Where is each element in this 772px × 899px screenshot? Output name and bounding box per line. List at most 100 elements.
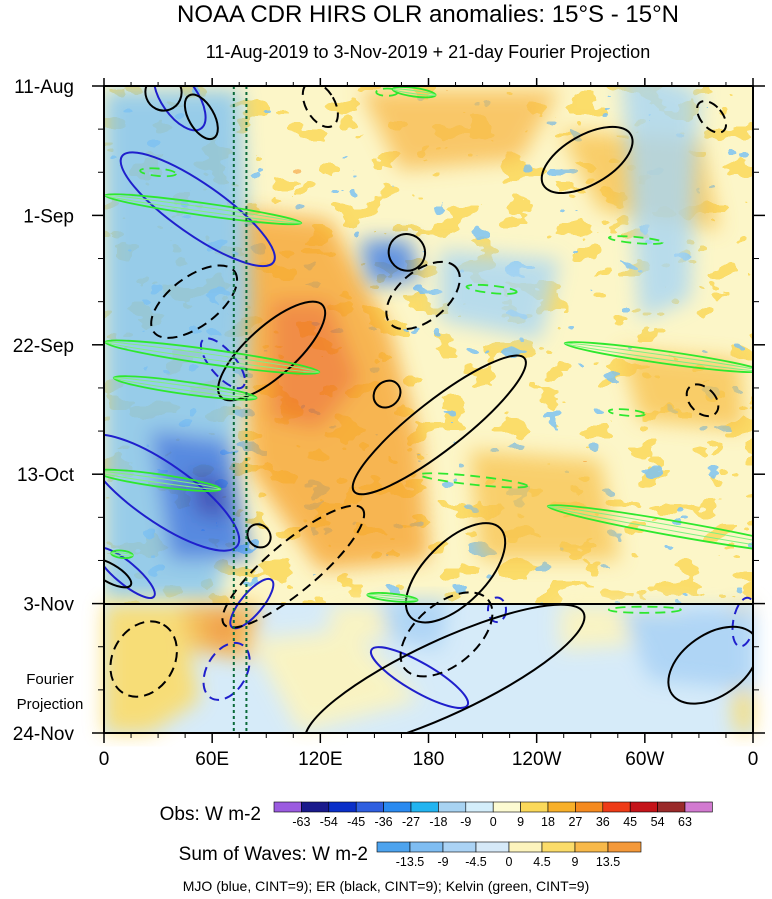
er-contour (150, 264, 239, 339)
er-contour (246, 523, 272, 549)
colorbar-tick-label: -9 (460, 815, 471, 829)
er-contour (385, 260, 461, 331)
kelvin-contour (607, 235, 664, 245)
y-tick-label: 1-Sep (23, 206, 74, 227)
colorbar-tick-label: 36 (596, 815, 610, 829)
colorbar-tick-label: -63 (292, 815, 310, 829)
colorbar-box (383, 801, 412, 813)
x-tick-label: 60E (195, 749, 229, 770)
kelvin-contour-inner (104, 470, 222, 490)
er-contour (372, 379, 402, 409)
y-tick-label: 3-Nov (23, 595, 74, 616)
colorbar-box (541, 841, 576, 853)
colorbar-tick-label: -45 (347, 815, 365, 829)
colorbar-tick-label: -54 (320, 815, 338, 829)
colorbar-box (409, 841, 444, 853)
x-tick-label: 120W (512, 749, 562, 770)
er-contour (399, 591, 494, 678)
y-tick-label: 22-Sep (13, 336, 74, 357)
colorbar-tick-label: 9 (517, 815, 524, 829)
y-tick-label: 24-Nov (13, 724, 75, 745)
kelvin-contour (465, 283, 518, 295)
colorbar-box (602, 801, 631, 813)
colorbar-box (684, 801, 713, 813)
x-tick-label: 180 (413, 749, 445, 770)
mjo-contour (152, 86, 207, 132)
kelvin-contour-inner (564, 342, 753, 372)
mjo-contour (229, 577, 275, 630)
sow-colorbar-label: Sum of Waves: W m-2 (179, 844, 368, 865)
colorbar-box (410, 801, 439, 813)
x-tick-label: 0 (748, 749, 759, 770)
colorbar-box (508, 841, 543, 853)
colorbar-tick-label: 54 (651, 815, 665, 829)
colorbar-box (607, 841, 642, 853)
colorbar-box (438, 801, 467, 813)
chart-subtitle: 11-Aug-2019 to 3-Nov-2019 + 21-day Fouri… (206, 42, 650, 62)
kelvin-contour-inner (366, 594, 419, 601)
colorbar-tick-label: -36 (375, 815, 393, 829)
er-contour (303, 603, 586, 733)
x-tick-label: 0 (99, 749, 110, 770)
mjo-contour (486, 596, 508, 624)
kelvin-contour-inner (110, 552, 134, 557)
projection-label-line2: Projection (17, 696, 84, 713)
x-tick-label: 120E (298, 749, 342, 770)
colorbar-tick-label: -13.5 (396, 855, 425, 869)
kelvin-contour (607, 605, 682, 614)
er-series (104, 86, 753, 733)
colorbar-box (376, 841, 411, 853)
obs-colorbar-label: Obs: W m-2 (160, 804, 261, 825)
colorbar-tick-label: 0 (506, 855, 513, 869)
colorbar-tick-label: 63 (678, 815, 692, 829)
er-contour (404, 522, 507, 624)
colorbar-box (657, 801, 686, 813)
colorbar-box (273, 801, 302, 813)
er-contour (221, 504, 366, 629)
axes: 0 60E 120E 180 120W 60W 0 11-Aug 1-Sep 22-Sep 13-O… (13, 77, 765, 770)
colorbar-tick-label: 13.5 (596, 855, 620, 869)
kelvin-contour-inner (104, 341, 320, 373)
y-tick-label: 13-Oct (17, 465, 75, 486)
kelvin-contour-inner (547, 505, 753, 554)
mjo-contour (731, 596, 753, 648)
colorbar-box (547, 801, 576, 813)
kelvin-contour (607, 408, 646, 417)
er-contour (144, 86, 183, 112)
footnote: MJO (blue, CINT=9); ER (black, CINT=9); … (183, 878, 590, 894)
colorbar-box (492, 801, 521, 813)
colorbar-box (355, 801, 384, 813)
colorbar-tick-label: 0 (490, 815, 497, 829)
mjo-contour (119, 151, 276, 268)
obs-colorbar: -63 -54 -45 -36 -27 -18 -9 0 9 18 27 36 45 54 63 (273, 801, 713, 829)
er-contour (387, 233, 427, 272)
er-contour (109, 620, 178, 698)
sow-colorbar: -13.5 -9 -4.5 0 4.5 9 13.5 (376, 841, 642, 869)
colorbar-tick-label: 4.5 (533, 855, 550, 869)
colorbar-box (574, 841, 609, 853)
kelvin-contour-inner (113, 377, 258, 399)
chart-title: NOAA CDR HIRS OLR anomalies: 15°S - 15°N (177, 1, 679, 28)
er-contour (696, 100, 728, 134)
y-tick-label: 11-Aug (14, 77, 74, 98)
colorbar-box (475, 841, 510, 853)
kelvin-contour (139, 167, 177, 178)
er-contour (351, 354, 527, 496)
colorbar-tick-label: -18 (429, 815, 447, 829)
mjo-contour (104, 433, 241, 552)
mjo-contour (199, 337, 247, 390)
mjo-series (104, 86, 753, 709)
mjo-contour (202, 641, 251, 701)
colorbar-tick-label: -27 (402, 815, 420, 829)
x-tick-label: 60W (625, 749, 664, 770)
colorbar-tick-label: 18 (541, 815, 555, 829)
er-contour (667, 625, 753, 705)
er-contour (685, 383, 720, 418)
colorbar-box (575, 801, 604, 813)
colorbar-tick-label: 27 (568, 815, 582, 829)
colorbar-tick-label: 9 (572, 855, 579, 869)
colorbar-box (442, 841, 477, 853)
mjo-contour (369, 646, 470, 709)
colorbar-box (465, 801, 494, 813)
